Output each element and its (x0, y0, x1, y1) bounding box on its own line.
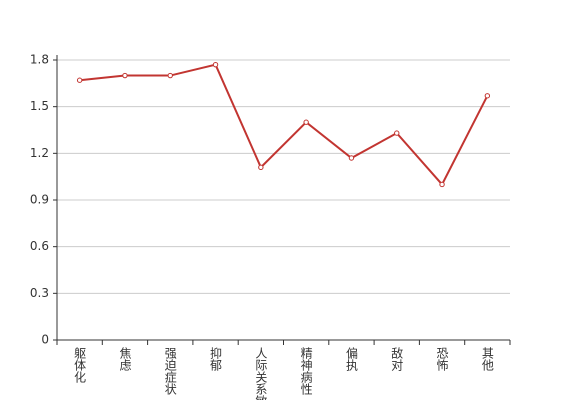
line (79, 63, 489, 187)
x-tick-label: 恐怖 (435, 347, 449, 371)
x-tick-label: 偏执 (344, 346, 358, 372)
y-tick-label: 0.3 (30, 286, 49, 300)
y-tick-label: 0.9 (30, 193, 49, 207)
x-tick-label: 人际关系敏感 (254, 347, 268, 400)
x-tick-label: 强迫症状 (163, 347, 177, 395)
x-tick-label: 其他 (480, 347, 494, 371)
y-tick-label: 1.2 (30, 146, 49, 160)
y-tick-label: 1.5 (30, 99, 49, 113)
point (439, 181, 445, 188)
point (484, 93, 491, 99)
point (348, 155, 355, 161)
x-tick-label: 抑郁 (209, 346, 223, 372)
point (167, 72, 173, 79)
y-tick-label: 1.8 (30, 53, 49, 67)
x-tick-label: 躯体化 (73, 346, 87, 384)
point (303, 119, 309, 125)
point (122, 72, 128, 79)
x-tick-label: 敌对 (390, 346, 404, 371)
x-tick-label: 精神病性 (299, 347, 313, 396)
x-tick-label: 焦虑 (118, 347, 132, 371)
y-tick-label: 0.6 (30, 239, 49, 253)
point (76, 77, 83, 83)
point (394, 130, 400, 136)
point (212, 61, 219, 68)
point (258, 164, 264, 171)
y-tick-label: 0 (41, 333, 49, 347)
